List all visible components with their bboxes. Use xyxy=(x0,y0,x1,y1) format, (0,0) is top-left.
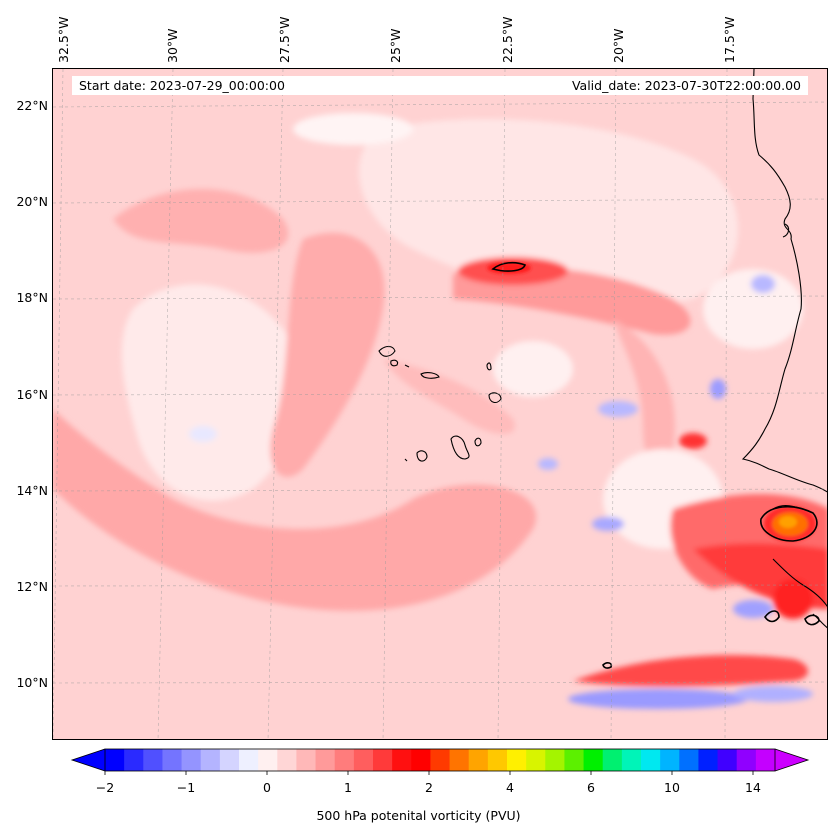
colorbar-segment xyxy=(219,749,240,771)
colorbar-segment xyxy=(277,749,297,771)
colorbar-segment xyxy=(105,749,125,771)
lat-label: 10°N xyxy=(16,675,48,690)
colorbar-segment xyxy=(717,749,738,771)
colorbar-segment xyxy=(641,749,661,771)
lon-label: 22.5°W xyxy=(500,16,515,63)
colorbar-segment xyxy=(315,749,336,771)
colorbar-segment xyxy=(411,749,431,771)
colorbar-segment xyxy=(583,749,604,771)
colorbar-segment xyxy=(392,749,412,771)
colorbar-arrow-outline xyxy=(774,748,810,772)
colorbar-label: 500 hPa potenital vorticity (PVU) xyxy=(316,808,521,823)
colorbar-segment xyxy=(124,749,144,771)
colorbar-under-arrow xyxy=(72,749,105,771)
date-info-bar: Start date: 2023-07-29_00:00:00 Valid_da… xyxy=(72,76,808,95)
pv-contour-fill xyxy=(53,113,827,709)
lat-label: 12°N xyxy=(16,579,48,594)
lon-label: 27.5°W xyxy=(277,16,292,63)
colorbar-segment xyxy=(181,749,202,771)
colorbar-outline xyxy=(104,748,776,772)
colorbar-arrow-outline xyxy=(70,748,106,772)
graticule xyxy=(53,69,827,739)
colorbar-segment xyxy=(602,749,623,771)
pv-maximum-core xyxy=(487,262,816,542)
colorbar-segment xyxy=(258,749,278,771)
colorbar-segment xyxy=(200,749,221,771)
colorbar-tick-label: 1 xyxy=(344,780,352,795)
colorbar-segment xyxy=(162,749,183,771)
colorbar-segment xyxy=(449,749,470,771)
colorbar-segment xyxy=(468,749,489,771)
lat-label: 18°N xyxy=(16,290,48,305)
colorbar-tick-label: 6 xyxy=(587,780,595,795)
colorbar-segment xyxy=(736,749,757,771)
colorbar-tick-label: 0 xyxy=(263,780,271,795)
colorbar-segment xyxy=(698,749,719,771)
map-panel xyxy=(52,68,828,740)
lon-label: 32.5°W xyxy=(56,16,71,63)
colorbar-segment xyxy=(239,749,259,771)
colorbar-segment xyxy=(545,749,565,771)
start-date-text: Start date: 2023-07-29_00:00:00 xyxy=(79,78,285,93)
cape-verde-islands xyxy=(378,345,502,462)
lat-label: 16°N xyxy=(16,387,48,402)
lat-label: 22°N xyxy=(16,98,48,113)
colorbar-segment xyxy=(679,749,699,771)
valid-date-text: Valid_date: 2023-07-30T22:00:00.00 xyxy=(571,78,801,93)
colorbar-segment xyxy=(660,749,680,771)
colorbar-tick-label: 14 xyxy=(745,780,761,795)
potential-vorticity-map xyxy=(53,69,827,739)
colorbar-segment xyxy=(334,749,355,771)
lon-label: 30°W xyxy=(165,28,180,63)
lon-label: 25°W xyxy=(388,28,403,63)
colorbar-tick-label: −1 xyxy=(176,780,196,795)
colorbar-segments xyxy=(105,749,776,771)
colorbar-tick-label: −2 xyxy=(95,780,115,795)
colorbar-segment xyxy=(621,749,642,771)
lon-label: 17.5°W xyxy=(722,16,737,63)
pv-2-contours xyxy=(491,261,820,669)
colorbar-segment xyxy=(507,749,527,771)
lat-label: 14°N xyxy=(16,483,48,498)
colorbar-segment xyxy=(564,749,585,771)
colorbar-tick-label: 10 xyxy=(664,780,680,795)
colorbar-segment xyxy=(143,749,163,771)
colorbar-segment xyxy=(755,749,776,771)
colorbar-segment xyxy=(487,749,508,771)
colorbar-segment xyxy=(526,749,546,771)
colorbar-segment xyxy=(373,749,393,771)
colorbar-ticks xyxy=(104,771,754,775)
colorbar-over-arrow xyxy=(775,749,808,771)
lat-label: 20°N xyxy=(16,194,48,209)
colorbar-segment xyxy=(430,749,451,771)
colorbar-segment xyxy=(296,749,317,771)
lon-label: 20°W xyxy=(611,28,626,63)
colorbar-segment xyxy=(353,749,374,771)
colorbar-tick-label: 4 xyxy=(506,780,514,795)
colorbar-tick-label: 2 xyxy=(425,780,433,795)
